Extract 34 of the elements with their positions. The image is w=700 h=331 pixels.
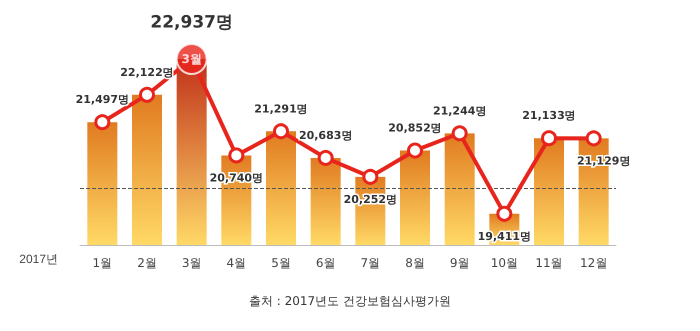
x-tick-label: 2월	[137, 256, 157, 270]
x-tick-label: 5월	[271, 256, 291, 270]
data-label: 20,683명	[298, 128, 352, 142]
point	[452, 125, 468, 142]
x-tick-label: 1월	[92, 256, 112, 270]
data-label: 21,291명	[254, 102, 308, 116]
data-label: 21,244명	[432, 104, 486, 118]
x-tick-label: 4월	[226, 256, 246, 270]
data-label: 20,852명	[388, 122, 442, 135]
x-tick-label: 3월	[182, 256, 202, 270]
x-tick-label: 7월	[360, 256, 380, 270]
point	[139, 86, 155, 103]
data-label: 21,497명	[76, 93, 130, 106]
x-tick-label: 8월	[405, 256, 425, 270]
data-label: 22,937명	[150, 12, 233, 32]
source-note: 출처 : 2017년도 건강보험심사평가원	[248, 294, 452, 308]
point	[362, 168, 378, 185]
point	[496, 206, 512, 222]
point	[586, 130, 602, 146]
point	[407, 142, 423, 159]
data-label: 21,133명	[522, 109, 576, 122]
point	[541, 130, 557, 146]
x-tick-label: 6월	[316, 256, 336, 270]
x-tick-label: 12월	[580, 256, 608, 270]
point	[228, 147, 244, 164]
point	[318, 150, 334, 166]
x-tick-label: 9월	[450, 256, 470, 270]
point	[273, 123, 289, 140]
x-axis-title: 2017년	[19, 252, 58, 266]
point	[94, 114, 110, 130]
x-tick-label: 10월	[490, 256, 518, 270]
data-label: 22,122명	[120, 66, 174, 79]
x-tick-label: 11월	[535, 256, 563, 270]
annotation: 3월	[181, 52, 202, 66]
